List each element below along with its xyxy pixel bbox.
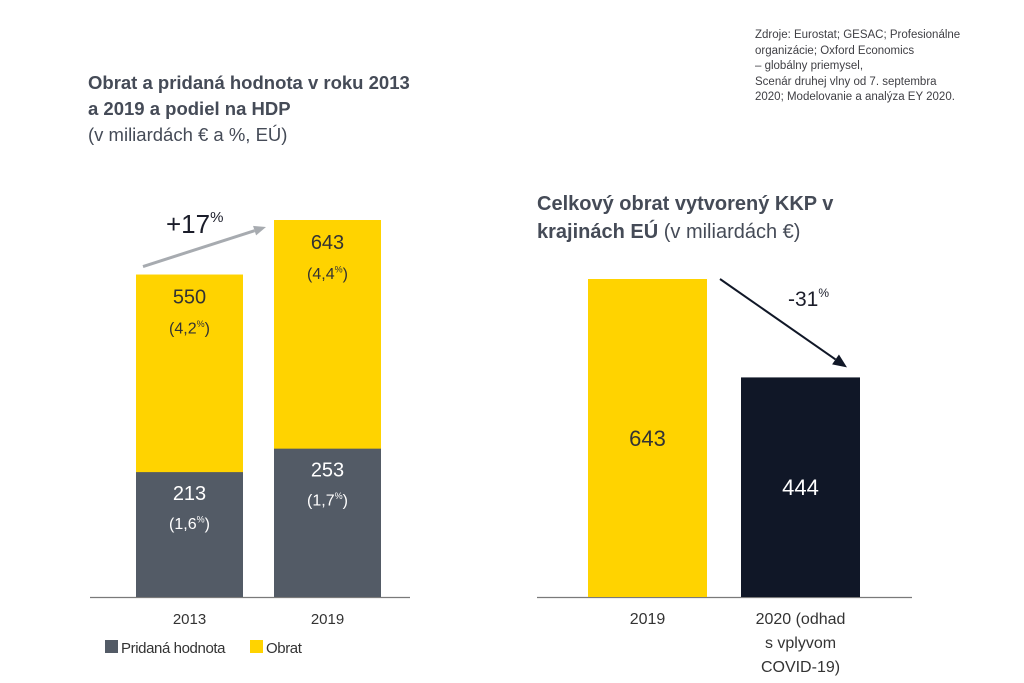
data-label-2019: 643	[629, 426, 666, 451]
data-label-obrat-2013: 550	[173, 287, 206, 309]
growth-arrow-shaft	[142, 229, 256, 268]
legend-label-obrat: Obrat	[266, 640, 303, 657]
source-note-line: Zdroje: Eurostat; GESAC; Profesionálne	[755, 29, 961, 41]
bar-2019	[588, 279, 707, 597]
legend-label-pridana-hodnota: Pridaná hodnota	[121, 640, 226, 657]
left-chart-title: Obrat a pridaná hodnota v roku 2013 a 20…	[88, 70, 410, 148]
right-chart-title-unit: (v miliardách €)	[663, 221, 801, 243]
source-note-line: Scenár druhej vlny od 7. septembra	[755, 75, 937, 88]
share-label-pridana-hodnota-2019: (1,7%)	[307, 491, 348, 510]
x-tick-label-2019: 2019	[311, 611, 344, 628]
legend-swatch-obrat	[250, 640, 263, 653]
data-label-obrat-2019: 643	[311, 232, 344, 254]
growth-arrow	[142, 225, 266, 268]
legend-swatch-pridana-hodnota	[105, 640, 118, 653]
decline-arrow-head	[832, 354, 847, 368]
share-label-obrat-2019: (4,4%)	[307, 264, 348, 283]
x-tick-label-2020-odhad: 2020 (odhad s vplyvom COVID-19)	[756, 611, 846, 676]
growth-annotation: +17%	[166, 209, 223, 239]
bar-2020-odhad	[741, 377, 860, 597]
source-note-line: 2020; Modelovanie a analýza EY 2020.	[755, 91, 955, 103]
decline-annotation: -31%	[788, 286, 829, 311]
source-note: Zdroje: Eurostat; GESAC; Profesionálne o…	[755, 28, 960, 106]
decline-arrow-shaft	[719, 278, 837, 361]
right-chart-title-line: Celkový obrat vytvorený KKP v	[537, 193, 834, 215]
share-label-pridana-hodnota-2013: (1,6%)	[169, 514, 210, 533]
source-note-line: organizácie; Oxford Economics	[755, 44, 915, 57]
share-label-obrat-2013: (4,2%)	[169, 319, 210, 338]
source-note-line: – globálny priemysel,	[755, 60, 864, 72]
x-tick-label-2013: 2013	[173, 611, 206, 628]
left-chart-subtitle: (v miliardách € a %, EÚ)	[88, 124, 288, 145]
bar-pridana-hodnota-2019	[274, 448, 381, 597]
left-chart-turnover-value-added: 550 (4,2%) 213 (1,6%) 2013 643 (4,4%) 253 (1,7%)…	[90, 209, 410, 657]
x-tick-label-2019: 2019	[630, 611, 666, 628]
left-chart-title-line: Obrat a pridaná hodnota v roku 2013	[88, 72, 410, 93]
decline-arrow	[719, 278, 847, 368]
left-chart-title-line: a 2019 a podiel na HDP	[88, 98, 291, 119]
right-chart-total-turnover: 643 2019 444 2020 (odhad s vplyvom COVID-19) -…	[537, 278, 912, 676]
data-label-pridana-hodnota-2019: 253	[311, 460, 344, 482]
data-label-2020-odhad: 444	[782, 475, 819, 500]
growth-arrow-head	[253, 225, 266, 236]
legend: Pridaná hodnota Obrat	[105, 640, 303, 657]
bar-pridana-hodnota-2013	[136, 472, 243, 597]
right-chart-title: Celkový obrat vytvorený KKP v krajinách …	[537, 190, 833, 246]
data-label-pridana-hodnota-2013: 213	[173, 483, 206, 505]
right-chart-title-region: krajinách EÚ	[537, 221, 659, 243]
right-chart-title-line: krajinách EÚ (v miliardách €)	[537, 218, 833, 246]
